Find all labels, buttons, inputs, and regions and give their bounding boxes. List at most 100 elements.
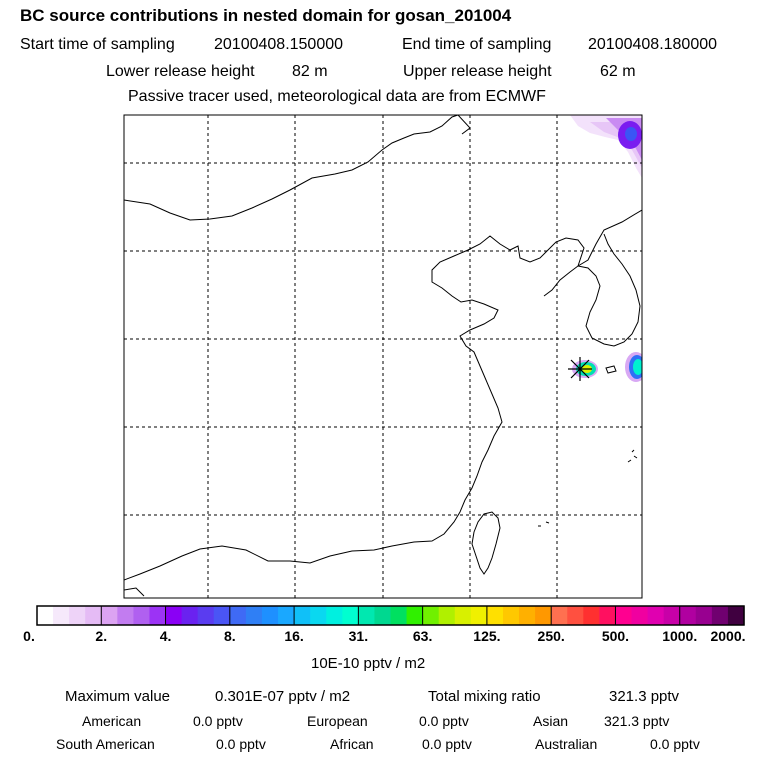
region-name: Australian	[535, 736, 598, 752]
colorbar-cell	[583, 606, 600, 625]
colorbar-cell	[679, 606, 697, 625]
tracer-note: Passive tracer used, meteorological data…	[128, 88, 546, 105]
mongolia-border	[124, 115, 459, 221]
max-value: 0.301E-07 pptv / m2	[215, 688, 351, 705]
hainan-gulf	[124, 587, 145, 597]
colorbar-cell	[69, 606, 86, 625]
colorbar-cell	[406, 606, 424, 625]
colorbar-tick-label: 500.	[601, 628, 630, 644]
region-value: 321.3 pptv	[604, 713, 670, 729]
colorbar-cell	[213, 606, 231, 625]
lower-release-value: 82 m	[292, 63, 328, 80]
colorbar-tick-label: 4.	[159, 628, 172, 644]
colorbar-cell	[663, 606, 681, 625]
colorbar-cell	[294, 606, 311, 625]
colorbar-cell	[486, 606, 504, 625]
colorbar-tick-label: 63.	[412, 628, 433, 644]
colorbar-cell	[695, 606, 713, 625]
colorbar-tick-label: 2000.	[710, 628, 746, 644]
region-value: 0.0 pptv	[419, 713, 469, 729]
jeju	[605, 365, 617, 374]
region-value: 0.0 pptv	[193, 713, 243, 729]
region-value: 0.0 pptv	[422, 736, 472, 752]
colorbar-cell	[53, 606, 70, 625]
receptor-star-icon	[568, 357, 592, 381]
coastlines	[124, 115, 642, 597]
colorbar-cell	[631, 606, 649, 625]
colorbar-cell	[374, 606, 392, 625]
colorbar-cell	[278, 606, 295, 625]
region-name: European	[307, 713, 368, 729]
northeast-border	[457, 115, 471, 135]
colorbar-cell	[85, 606, 102, 625]
colorbar-tick-label: 31.	[348, 628, 369, 644]
region-name: American	[82, 713, 142, 729]
start-time-value: 20100408.150000	[214, 36, 344, 53]
region-name: African	[330, 736, 374, 752]
taiwan	[471, 511, 501, 575]
colorbar-cell	[37, 606, 54, 625]
colorbar-cell	[727, 606, 745, 625]
colorbar-cell	[101, 606, 118, 625]
colorbar-cell	[454, 606, 472, 625]
colorbar-cell	[229, 606, 247, 625]
region-value: 0.0 pptv	[216, 736, 266, 752]
max-value-label: Maximum value	[65, 688, 171, 705]
upper-release-label: Upper release height	[403, 63, 552, 80]
colorbar-cell	[165, 606, 183, 625]
colorbar-cell	[567, 606, 584, 625]
colorbar-tick-label: 1000.	[662, 628, 698, 644]
colorbar-tick-label: 8.	[223, 628, 236, 644]
colorbar-dividers	[100, 606, 681, 625]
colorbar-tick-label: 16.	[284, 628, 304, 644]
region-name: South American	[56, 736, 155, 752]
colorbar-cell	[245, 606, 263, 625]
small-islands	[538, 449, 638, 527]
colorbar-cell	[615, 606, 633, 625]
total-mixing-value: 321.3 pptv	[609, 688, 680, 705]
colorbar-cell	[390, 606, 408, 625]
colorbar-cell	[133, 606, 151, 625]
colorbar-cell	[261, 606, 279, 625]
china-coast	[124, 235, 585, 581]
colorbar-cell	[502, 606, 520, 625]
plot-title: BC source contributions in nested domain…	[20, 6, 512, 25]
colorbar-cell	[422, 606, 440, 625]
colorbar-cell	[326, 606, 343, 625]
colorbar-cell	[519, 606, 536, 625]
colorbar-cell	[181, 606, 199, 625]
gridlines	[124, 115, 642, 598]
colorbar-tick-label: 250.	[537, 628, 565, 644]
colorbar-tick-label: 0.	[23, 628, 35, 644]
colorbar-cell	[551, 606, 568, 625]
start-time-label: Start time of sampling	[20, 36, 175, 53]
colorbar-cell	[535, 606, 552, 625]
total-mixing-label: Total mixing ratio	[428, 688, 541, 705]
colorbar-cell	[599, 606, 617, 625]
colorbar-tick-label: 2.	[95, 628, 108, 644]
upper-release-value: 62 m	[600, 63, 636, 80]
colorbar-frame	[36, 605, 745, 626]
colorbar-cell	[197, 606, 215, 625]
korea-peninsula	[577, 233, 641, 347]
colorbar-cell	[647, 606, 665, 625]
colorbar	[37, 606, 745, 625]
region-value: 0.0 pptv	[650, 736, 700, 752]
colorbar-cell	[711, 606, 729, 625]
korea-china-border	[577, 209, 642, 267]
colorbar-cell	[470, 606, 488, 625]
colorbar-cell	[342, 606, 359, 625]
colorbar-tick-label: 125.	[473, 628, 501, 644]
end-time-label: End time of sampling	[402, 36, 552, 53]
end-time-value: 20100408.180000	[588, 36, 718, 53]
colorbar-cell	[117, 606, 135, 625]
concentration-field	[570, 115, 642, 382]
colorbar-cell	[149, 606, 167, 625]
map-frame	[123, 114, 643, 599]
colorbar-unit-label: 10E-10 pptv / m2	[311, 655, 426, 672]
colorbar-cell	[358, 606, 376, 625]
colorbar-cell	[310, 606, 327, 625]
lower-release-label: Lower release height	[106, 63, 255, 80]
region-name: Asian	[533, 713, 569, 729]
